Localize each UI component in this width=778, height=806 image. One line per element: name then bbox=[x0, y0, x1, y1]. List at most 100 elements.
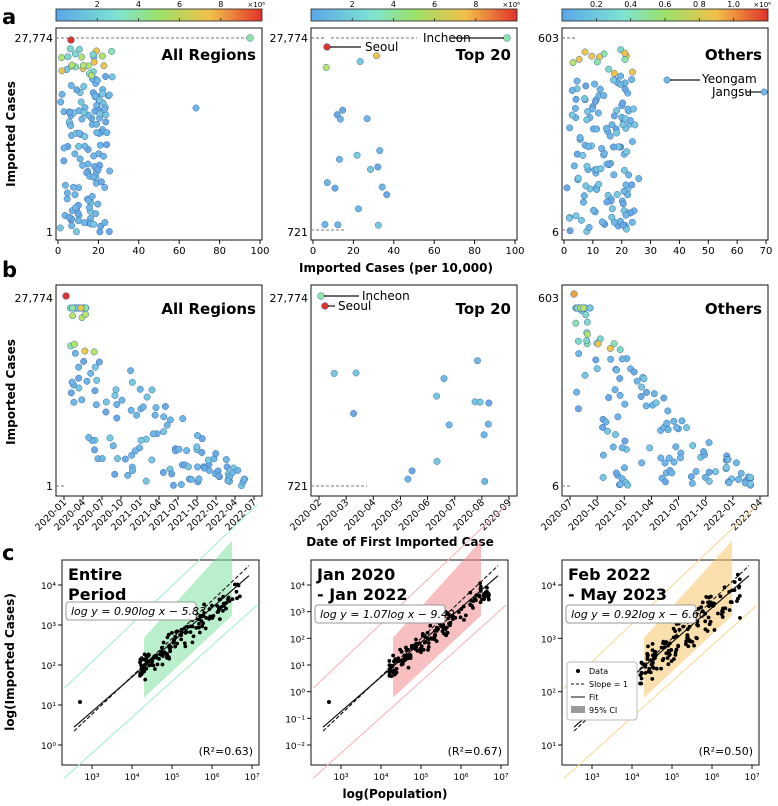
data-point bbox=[576, 134, 584, 141]
data-point bbox=[390, 664, 395, 669]
data-point bbox=[167, 645, 172, 650]
data-point bbox=[170, 481, 177, 489]
data-point bbox=[638, 383, 646, 391]
data-point bbox=[584, 330, 591, 338]
data-point bbox=[163, 651, 168, 656]
data-point bbox=[664, 407, 672, 415]
data-point bbox=[695, 619, 700, 624]
data-point bbox=[583, 162, 591, 170]
data-point bbox=[198, 449, 206, 456]
row-b-panel-2: Top 2027,7747212020-022020-032020-042020… bbox=[270, 284, 518, 533]
data-point bbox=[662, 645, 667, 650]
data-point bbox=[622, 181, 630, 189]
colorbar-tick-label: 0.6 bbox=[659, 0, 672, 9]
colorbar-tick-label: 1.0 bbox=[727, 0, 740, 9]
data-point bbox=[584, 108, 592, 115]
data-point bbox=[160, 413, 168, 421]
data-point bbox=[353, 151, 361, 159]
panel-letter-c: c bbox=[2, 541, 14, 565]
data-point bbox=[94, 166, 102, 174]
data-point bbox=[90, 220, 98, 228]
data-point bbox=[391, 668, 396, 673]
data-point bbox=[101, 184, 109, 191]
data-point bbox=[583, 318, 591, 326]
data-point bbox=[383, 191, 391, 199]
data-point bbox=[620, 166, 628, 174]
data-point bbox=[700, 609, 705, 614]
data-point bbox=[482, 597, 486, 602]
data-point bbox=[68, 222, 76, 230]
data-point bbox=[661, 459, 669, 467]
data-point bbox=[474, 593, 479, 598]
data-point bbox=[463, 613, 468, 618]
data-point bbox=[659, 666, 664, 671]
data-point bbox=[618, 444, 626, 452]
data-point bbox=[681, 624, 686, 629]
equation-box bbox=[314, 604, 446, 624]
panel-title: Top 20 bbox=[456, 300, 511, 318]
colorbar-2: 2 4 6 8 ×10⁶ bbox=[310, 0, 520, 22]
data-point bbox=[71, 349, 79, 357]
data-point bbox=[686, 636, 690, 641]
data-point bbox=[646, 644, 650, 649]
data-point bbox=[586, 304, 594, 312]
panel-title: Top 20 bbox=[456, 46, 511, 64]
data-point bbox=[179, 633, 184, 638]
data-point bbox=[575, 350, 583, 358]
data-point bbox=[237, 594, 242, 599]
data-point bbox=[91, 92, 99, 100]
data-point bbox=[618, 355, 626, 363]
data-point bbox=[103, 129, 111, 137]
data-point bbox=[71, 50, 79, 58]
data-point bbox=[577, 216, 585, 224]
data-point bbox=[659, 645, 664, 650]
data-point bbox=[595, 180, 603, 188]
data-point bbox=[630, 368, 638, 376]
data-point bbox=[78, 115, 86, 123]
row-b-xlabel: Date of First Imported Case bbox=[306, 535, 494, 549]
data-point bbox=[628, 218, 636, 226]
data-point bbox=[374, 221, 382, 229]
y-tick-top: 27,774 bbox=[15, 292, 54, 305]
data-point bbox=[621, 464, 628, 472]
data-point bbox=[75, 363, 83, 371]
data-point bbox=[159, 645, 164, 650]
data-point bbox=[712, 628, 717, 632]
colorbar-tick-label: 2 bbox=[95, 0, 100, 9]
data-point bbox=[581, 371, 589, 379]
data-point bbox=[63, 189, 71, 197]
axes-frame bbox=[561, 559, 760, 766]
data-point bbox=[747, 473, 754, 481]
data-point bbox=[70, 398, 78, 406]
data-point bbox=[608, 121, 616, 129]
data-point bbox=[621, 400, 629, 408]
data-point bbox=[486, 597, 491, 602]
data-point bbox=[654, 666, 659, 671]
x-tick-label: 60 bbox=[428, 246, 441, 257]
y-tick-top: 27,774 bbox=[270, 292, 309, 305]
data-point bbox=[485, 585, 489, 590]
legend-frame bbox=[566, 661, 638, 721]
data-point bbox=[414, 637, 418, 642]
data-point bbox=[121, 455, 129, 463]
data-point bbox=[198, 435, 206, 443]
data-point bbox=[80, 109, 88, 117]
data-point bbox=[334, 221, 342, 229]
data-point bbox=[374, 163, 382, 171]
data-point bbox=[705, 629, 710, 633]
data-point bbox=[689, 442, 697, 449]
data-point bbox=[565, 214, 573, 222]
data-point bbox=[687, 473, 695, 481]
data-point bbox=[378, 183, 386, 191]
data-point bbox=[96, 141, 104, 149]
x-tick-label: 40 bbox=[673, 246, 686, 257]
data-point bbox=[321, 302, 329, 310]
data-point bbox=[705, 439, 713, 447]
fit-equation: log y = 0.92log x − 6.60 bbox=[571, 608, 706, 621]
r-squared: (R²=0.50) bbox=[699, 745, 753, 758]
data-point bbox=[137, 436, 145, 444]
data-point bbox=[676, 643, 681, 648]
data-point bbox=[105, 228, 113, 236]
data-point bbox=[665, 454, 673, 462]
data-point bbox=[602, 124, 610, 132]
